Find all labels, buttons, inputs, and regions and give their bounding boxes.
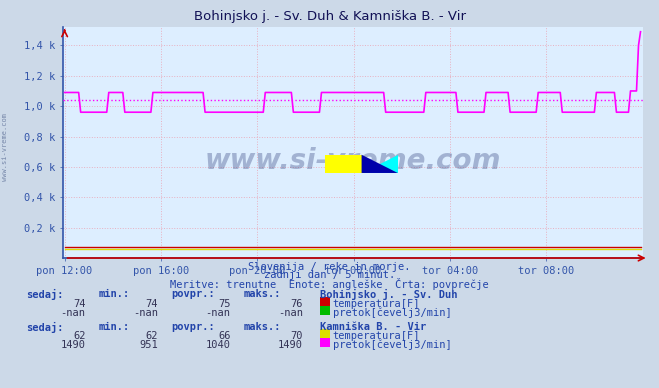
Text: 74: 74: [73, 299, 86, 309]
Text: 66: 66: [218, 331, 231, 341]
Bar: [326, 155, 362, 173]
Polygon shape: [362, 155, 398, 173]
Text: min.:: min.:: [99, 322, 130, 332]
Text: -nan: -nan: [61, 308, 86, 318]
Text: www.si-vreme.com: www.si-vreme.com: [2, 113, 9, 182]
Text: Meritve: trenutne  Enote: angleške  Črta: povprečje: Meritve: trenutne Enote: angleške Črta: …: [170, 278, 489, 290]
Text: www.si-vreme.com: www.si-vreme.com: [204, 147, 501, 175]
Text: sedaj:: sedaj:: [26, 322, 64, 333]
Text: povpr.:: povpr.:: [171, 322, 215, 332]
Polygon shape: [362, 155, 398, 173]
Text: zadnji dan / 5 minut.: zadnji dan / 5 minut.: [264, 270, 395, 280]
Text: temperatura[F]: temperatura[F]: [333, 299, 420, 309]
Text: 1040: 1040: [206, 340, 231, 350]
Text: 75: 75: [218, 299, 231, 309]
Text: pretok[čevelj3/min]: pretok[čevelj3/min]: [333, 340, 451, 350]
Text: Bohinjsko j. - Sv. Duh & Kamniška B. - Vir: Bohinjsko j. - Sv. Duh & Kamniška B. - V…: [194, 10, 465, 23]
Text: min.:: min.:: [99, 289, 130, 299]
Text: 1490: 1490: [61, 340, 86, 350]
Text: 1490: 1490: [278, 340, 303, 350]
Text: povpr.:: povpr.:: [171, 289, 215, 299]
Text: -nan: -nan: [278, 308, 303, 318]
Text: Kamniška B. - Vir: Kamniška B. - Vir: [320, 322, 426, 332]
Text: 62: 62: [146, 331, 158, 341]
Text: sedaj:: sedaj:: [26, 289, 64, 300]
Text: temperatura[F]: temperatura[F]: [333, 331, 420, 341]
Text: maks.:: maks.:: [244, 289, 281, 299]
Text: 74: 74: [146, 299, 158, 309]
Text: 62: 62: [73, 331, 86, 341]
Text: pretok[čevelj3/min]: pretok[čevelj3/min]: [333, 308, 451, 318]
Text: 76: 76: [291, 299, 303, 309]
Text: 70: 70: [291, 331, 303, 341]
Text: -nan: -nan: [133, 308, 158, 318]
Text: maks.:: maks.:: [244, 322, 281, 332]
Text: Bohinjsko j. - Sv. Duh: Bohinjsko j. - Sv. Duh: [320, 289, 457, 300]
Text: -nan: -nan: [206, 308, 231, 318]
Text: 951: 951: [140, 340, 158, 350]
Text: Slovenija / reke in morje.: Slovenija / reke in morje.: [248, 262, 411, 272]
